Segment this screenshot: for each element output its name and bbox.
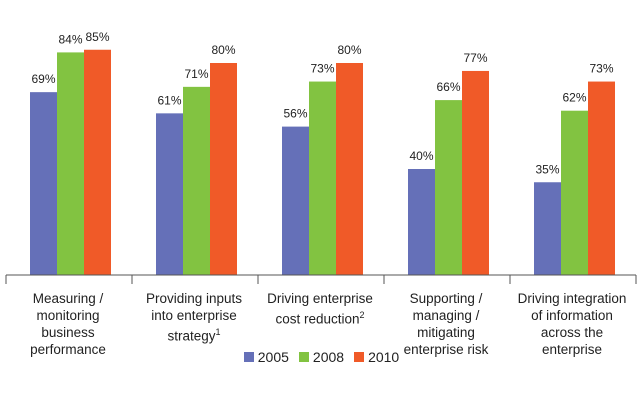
bars-group — [30, 49, 615, 276]
data-label-2010-2: 80% — [337, 43, 361, 57]
bar-2008-2 — [309, 81, 336, 275]
category-label-supporting: Supporting / managing / mitigating enter… — [403, 291, 489, 357]
bar-2010-4 — [588, 81, 615, 275]
bar-2010-3 — [462, 70, 489, 275]
category-label-driving-cost: Driving enterprise cost reduction2 — [267, 291, 373, 327]
legend: 2005 2008 2010 — [0, 349, 643, 365]
legend-label-2005: 2005 — [257, 349, 289, 365]
legend-item-2010: 2010 — [354, 349, 399, 365]
data-label-2010-4: 73% — [589, 62, 613, 76]
bar-2008-4 — [561, 110, 588, 275]
data-label-2008-0: 84% — [58, 32, 82, 46]
legend-item-2005: 2005 — [243, 349, 289, 365]
legend-swatch-2005 — [243, 352, 254, 362]
data-label-2008-4: 62% — [562, 91, 586, 105]
bar-2010-0 — [84, 49, 111, 275]
data-label-2010-1: 80% — [211, 43, 235, 57]
data-label-2005-2: 56% — [283, 107, 307, 121]
bar-2005-0 — [30, 92, 57, 276]
data-label-2005-3: 40% — [409, 149, 433, 163]
legend-swatch-2008 — [298, 352, 309, 362]
data-label-2008-2: 73% — [310, 62, 334, 76]
data-label-2005-0: 69% — [31, 72, 55, 86]
legend-label-2010: 2010 — [368, 349, 400, 365]
data-label-2010-3: 77% — [463, 51, 487, 65]
bar-2005-3 — [408, 169, 435, 275]
category-label-driving-integration: Driving integration of information acros… — [517, 291, 627, 357]
legend-item-2008: 2008 — [298, 349, 345, 365]
data-label-2005-4: 35% — [535, 162, 559, 176]
bar-2008-0 — [57, 52, 84, 276]
bar-2005-1 — [156, 113, 183, 275]
x-axis — [5, 274, 637, 284]
bar-2005-4 — [534, 182, 561, 275]
category-label-providing: Providing inputs into enterprise strateg… — [145, 291, 243, 344]
bar-2005-2 — [282, 126, 309, 275]
bar-2010-1 — [210, 63, 237, 275]
legend-label-2008: 2008 — [312, 349, 345, 365]
data-label-2008-3: 66% — [436, 80, 460, 94]
bar-2010-2 — [336, 63, 363, 275]
data-label-2005-1: 61% — [157, 93, 181, 107]
data-label-2010-0: 85% — [85, 30, 109, 44]
bar-2008-3 — [435, 100, 462, 275]
data-label-2008-1: 71% — [184, 67, 208, 81]
legend-swatch-2010 — [354, 352, 365, 362]
category-label-measuring: Measuring / monitoring business performa… — [30, 291, 106, 357]
data-labels-group: 69%84% 85%61%71%80%56%73%80%40%66%77%35%6… — [31, 30, 613, 177]
bar-2008-1 — [183, 86, 210, 275]
